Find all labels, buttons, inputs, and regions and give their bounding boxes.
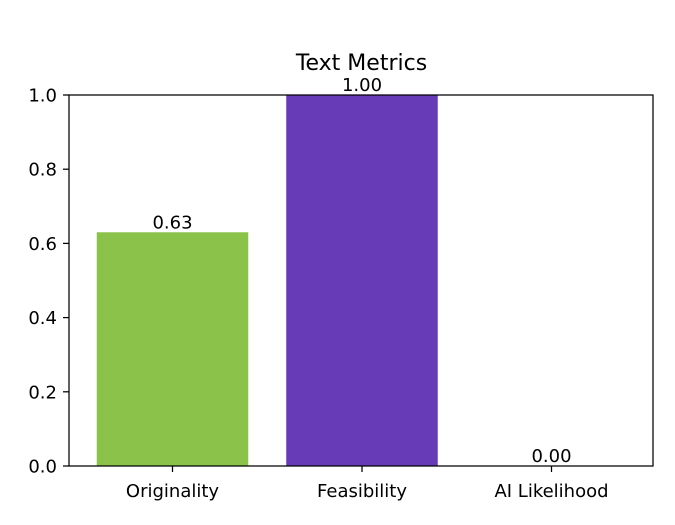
y-tick-label: 0.0 bbox=[28, 457, 57, 478]
y-tick-label: 0.2 bbox=[28, 382, 57, 403]
bar-value-label: 1.00 bbox=[342, 75, 382, 96]
y-tick-label: 0.6 bbox=[28, 234, 57, 255]
x-tick-label: Feasibility bbox=[317, 481, 407, 502]
bar-feasibility bbox=[286, 95, 438, 466]
bars-group bbox=[96, 95, 438, 466]
bar-value-label: 0.00 bbox=[531, 446, 571, 467]
y-tick-label: 0.8 bbox=[28, 160, 57, 181]
y-tick-label: 1.0 bbox=[28, 86, 57, 107]
bar-value-labels: 0.63 1.00 0.00 bbox=[152, 75, 571, 467]
bar-value-label: 0.63 bbox=[152, 212, 192, 233]
chart-title: Text Metrics bbox=[295, 51, 427, 76]
plot-frame bbox=[68, 94, 654, 467]
y-tick-label: 0.4 bbox=[28, 308, 57, 329]
x-tick-label: Originality bbox=[126, 481, 219, 502]
bar-originality bbox=[96, 232, 249, 466]
x-axis: Originality Feasibility AI Likelihood bbox=[126, 466, 609, 502]
y-axis: 0.0 0.2 0.4 0.6 0.8 1.0 bbox=[28, 86, 69, 478]
x-tick-label: AI Likelihood bbox=[494, 481, 608, 502]
